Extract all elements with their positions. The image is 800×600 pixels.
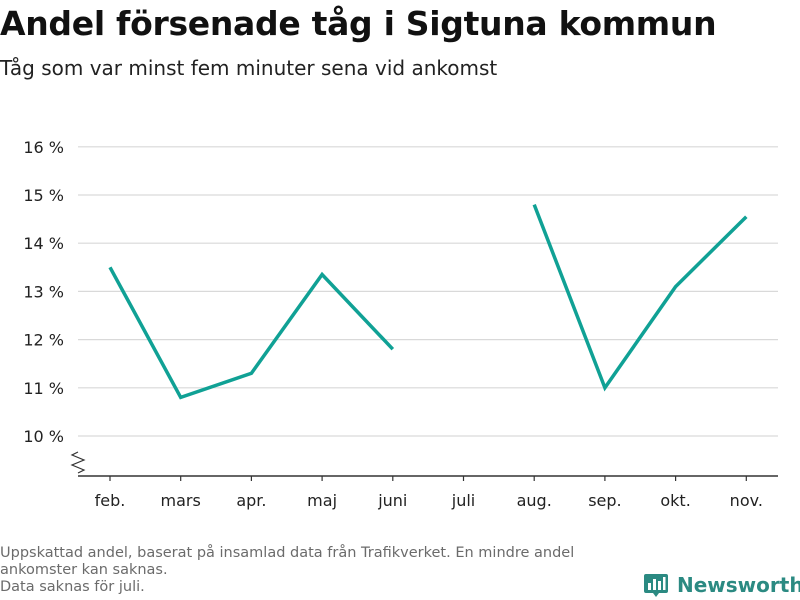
x-tick-label: juli (451, 491, 475, 510)
chart-subtitle: Tåg som var minst fem minuter sena vid a… (0, 56, 498, 80)
footnote: Uppskattad andel, baserat på insamlad da… (0, 545, 640, 596)
x-tick-label: sep. (588, 491, 621, 510)
brand-name: Newsworthy (677, 573, 800, 597)
x-tick-label: okt. (660, 491, 690, 510)
line-chart: 10 % 11 % 12 % 13 % 14 % 15 % 16 % feb. mars apr.… (23, 138, 778, 510)
brand-logo: Newsworthy (643, 570, 800, 600)
newsworthy-logo-icon (644, 574, 668, 597)
y-tick-label: 14 % (23, 234, 64, 253)
x-tick-label: apr. (236, 491, 266, 510)
y-tick-label: 16 % (23, 138, 64, 157)
x-tick-label: feb. (95, 491, 126, 510)
y-tick-label: 10 % (23, 427, 64, 446)
footnote-line: Data saknas för juli. (0, 579, 145, 595)
series-line (108, 266, 395, 400)
x-tick-label: nov. (730, 491, 763, 510)
axis-break-icon (70, 451, 86, 474)
y-tick-label: 11 % (23, 379, 64, 398)
x-tick-label: juni (377, 491, 407, 510)
footnote-line: Uppskattad andel, baserat på insamlad da… (0, 545, 575, 561)
chart-title: Andel försenade tåg i Sigtuna kommun (0, 4, 717, 43)
series-line (532, 203, 748, 392)
y-tick-label: 13 % (23, 282, 64, 301)
x-tick-label: aug. (517, 491, 552, 510)
x-tick-label: mars (161, 491, 201, 510)
x-tick-label: maj (307, 491, 337, 510)
y-tick-label: 12 % (23, 331, 64, 350)
y-tick-label: 15 % (23, 186, 64, 205)
footnote-line: ankomster kan saknas. (0, 562, 168, 578)
